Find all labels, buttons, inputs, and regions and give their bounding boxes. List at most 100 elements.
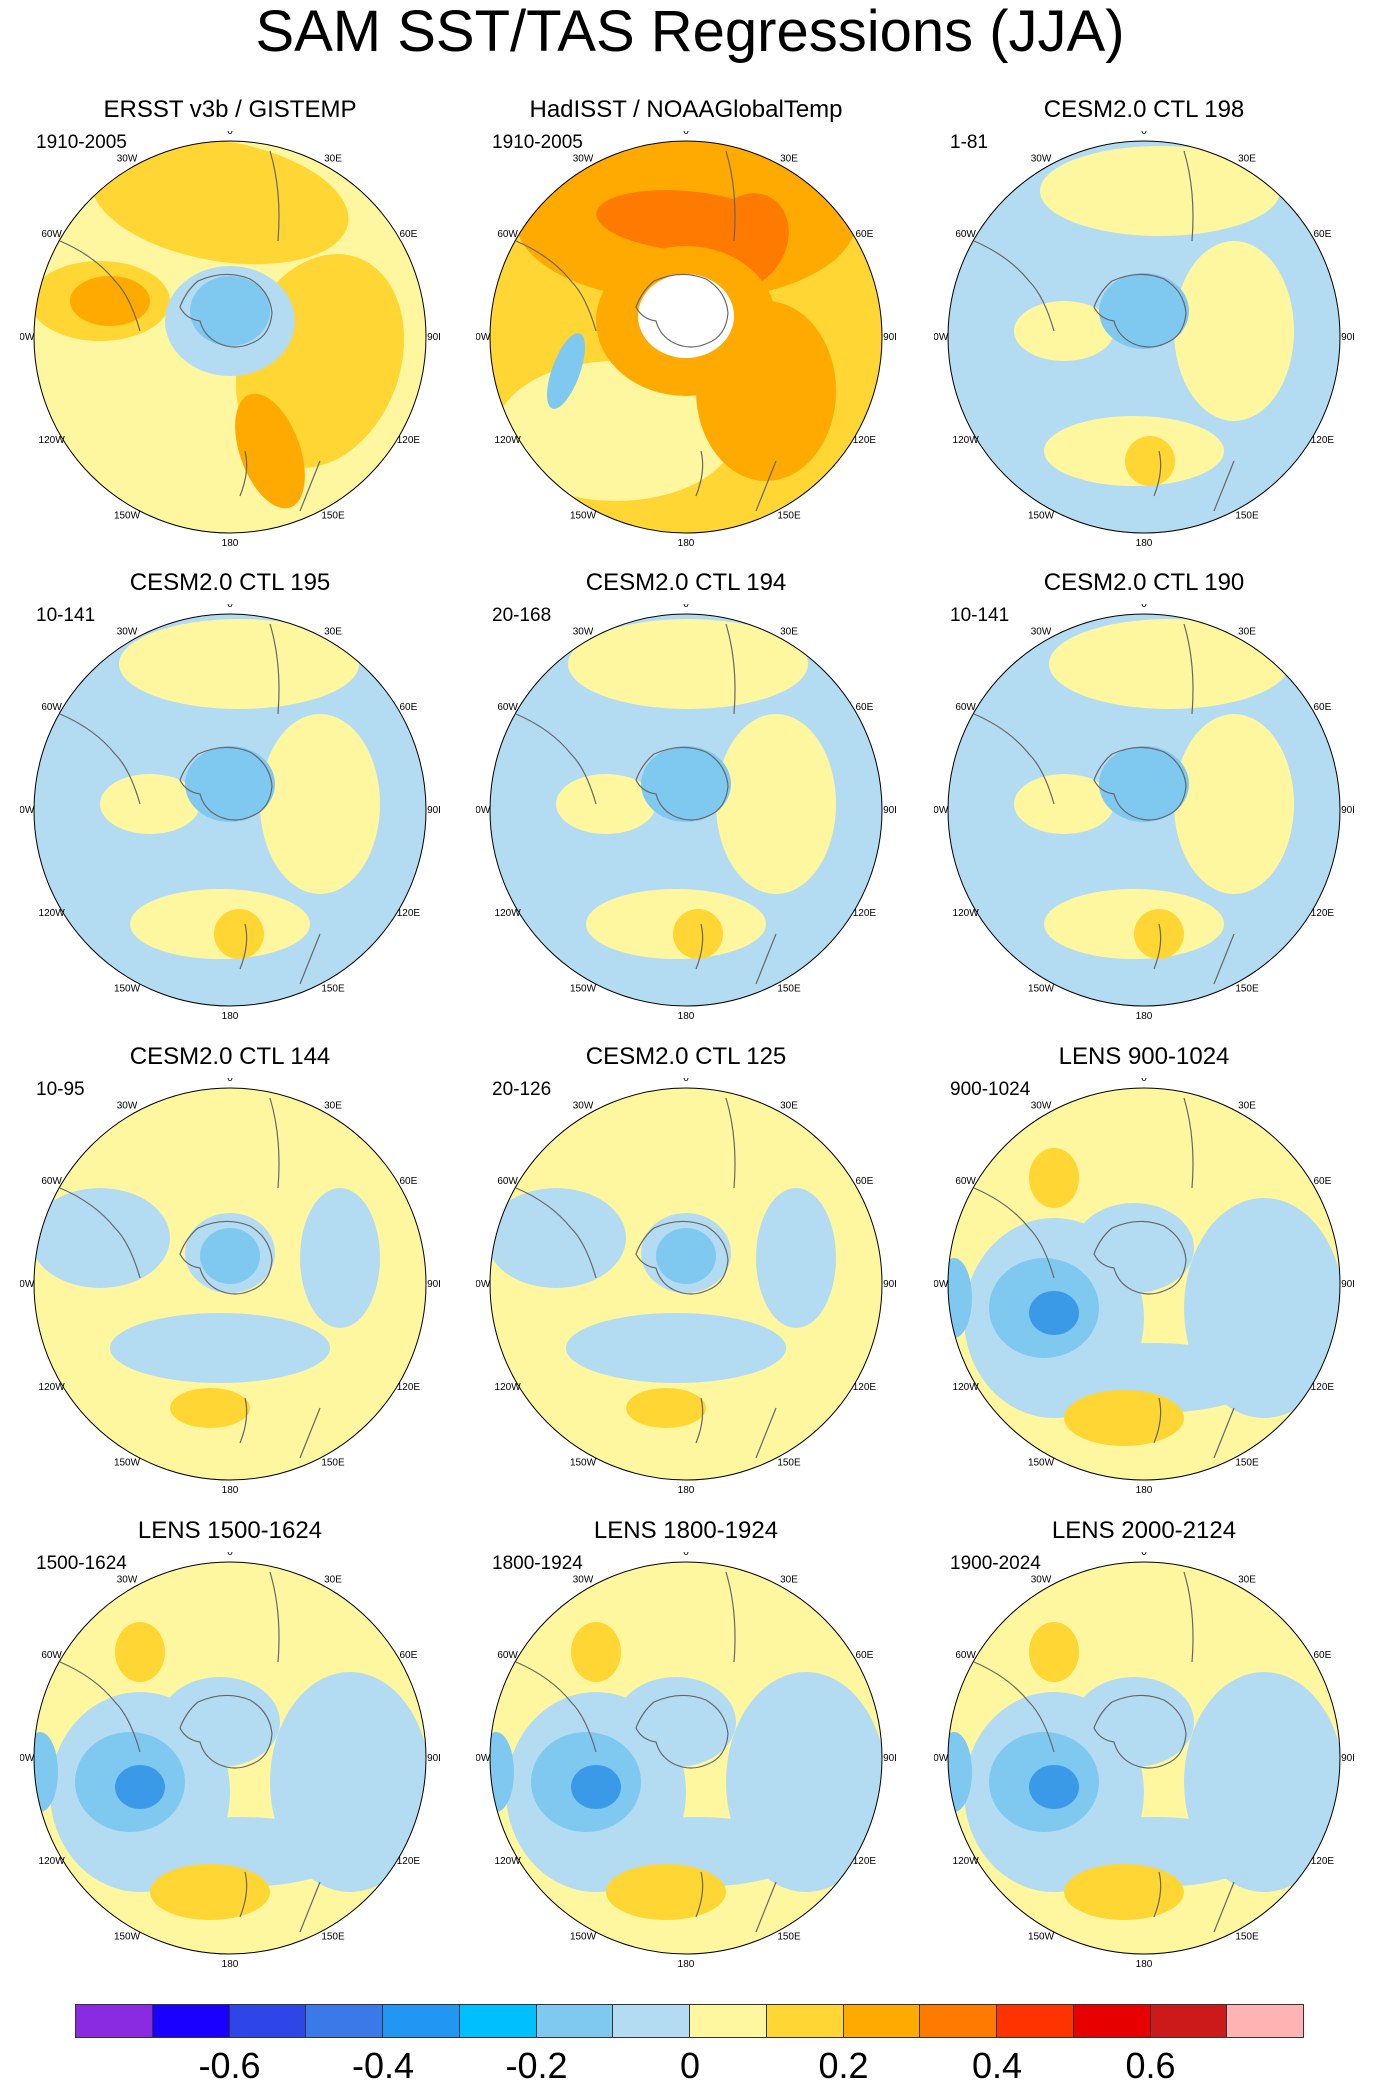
longitude-label: 60E — [856, 229, 874, 240]
longitude-label: 150W — [570, 1931, 597, 1942]
longitude-label: 30W — [117, 1101, 138, 1112]
longitude-label: 150E — [777, 1931, 801, 1942]
colorbar-swatch — [228, 2004, 307, 2038]
longitude-label: 150E — [321, 983, 345, 994]
longitude-label: 60E — [1314, 229, 1332, 240]
longitude-label: 90E — [883, 332, 896, 343]
anomaly-region — [185, 746, 275, 822]
panel-title: CESM2.0 CTL 190 — [1043, 569, 1245, 596]
panel-period: 1900-2024 — [950, 1553, 1041, 1574]
missing-data-region — [638, 274, 734, 358]
longitude-label: 0 — [227, 1078, 233, 1084]
longitude-label: 120E — [853, 1856, 877, 1867]
map-border — [947, 613, 1341, 1007]
colorbar-swatch — [382, 2004, 460, 2038]
longitude-label: 90E — [1341, 805, 1354, 816]
antarctica-coastline — [179, 746, 273, 821]
longitude-label: 60E — [400, 702, 418, 713]
antarctica-coastline — [1093, 273, 1187, 348]
anomaly-region — [616, 1677, 736, 1767]
anomaly-region — [115, 1622, 165, 1682]
anomaly-region — [656, 1228, 716, 1284]
longitude-label: 90E — [883, 805, 896, 816]
anomaly-region — [1099, 273, 1189, 349]
colorbar-tick-label: 0.2 — [818, 2045, 869, 2086]
new-zealand-coastline — [1153, 450, 1162, 497]
longitude-label: 150W — [1028, 983, 1055, 994]
antarctica-coastline — [1093, 746, 1187, 821]
australia-coastline — [1213, 1407, 1235, 1459]
map-panel: CESM2.0 CTL 190 0 30E 60E 90E 120E 150E 180 150W… — [934, 568, 1354, 1022]
longitude-label: 120W — [39, 1382, 66, 1393]
map-border — [33, 1561, 427, 1955]
anomaly-region — [1014, 774, 1114, 834]
map-field — [948, 1562, 1340, 1954]
longitude-label: 150E — [1235, 983, 1259, 994]
anomaly-region — [100, 774, 200, 834]
colorbar-swatch — [689, 2004, 767, 2038]
australia-coastline — [755, 1407, 777, 1459]
map-border — [33, 613, 427, 1007]
panel-title: ERSST v3b / GISTEMP — [103, 96, 357, 123]
anomaly-region — [571, 1622, 621, 1682]
antarctica-coastline — [635, 1220, 729, 1295]
africa-coastline — [1183, 150, 1194, 242]
map-field — [490, 141, 882, 533]
longitude-label: 180 — [1136, 538, 1153, 549]
map-field — [34, 141, 426, 533]
map-panel: CESM2.0 CTL 194 0 30E 60E 90E 120E 150E 180 150W… — [476, 568, 896, 1022]
new-zealand-coastline — [239, 923, 248, 970]
panel-title: CESM2.0 CTL 198 — [1043, 96, 1245, 123]
anomaly-region — [150, 1864, 270, 1920]
antarctica-coastline — [179, 273, 273, 348]
map-border — [947, 1087, 1341, 1481]
longitude-label: 30E — [324, 1101, 342, 1112]
longitude-label: 90W — [934, 332, 949, 343]
longitude-label: 90E — [427, 805, 440, 816]
anomaly-region — [70, 276, 150, 326]
map-panel: CESM2.0 CTL 195 0 30E 60E 90E 120E 150E 180 150W… — [20, 568, 440, 1022]
polar-map: 0 30E 60E 90E 120E 150E 180 150W 120W 90W 60W 30W — [934, 131, 1354, 549]
panel-period: 10-95 — [36, 1079, 85, 1100]
polar-map: 0 30E 60E 90E 120E 150E 180 150W 120W 90W 60W 30W — [934, 1552, 1354, 1970]
panel-title: LENS 1800-1924 — [593, 1517, 779, 1544]
anomaly-region — [1029, 1622, 1079, 1682]
colorbar-swatch — [75, 2004, 153, 2038]
map-panel: LENS 1800-1924 0 30E 60E 90E 120E 150E 180 150W 1… — [476, 1516, 896, 1970]
south-america-coastline — [973, 240, 1055, 332]
new-zealand-coastline — [239, 450, 248, 497]
longitude-label: 120E — [397, 1382, 421, 1393]
longitude-label: 120W — [953, 908, 980, 919]
colorbar-swatch — [1226, 2004, 1304, 2038]
longitude-label: 150E — [321, 510, 345, 521]
panel-title: HadISST / NOAAGlobalTemp — [529, 96, 843, 123]
new-zealand-coastline — [695, 1397, 704, 1444]
longitude-label: 30E — [324, 154, 342, 165]
antarctica-coastline — [179, 1694, 273, 1769]
longitude-label: 150E — [1235, 1457, 1259, 1468]
longitude-label: 60W — [41, 229, 62, 240]
longitude-label: 90E — [1341, 332, 1354, 343]
polar-map: 0 30E 60E 90E 120E 150E 180 150W 120W 90W 60W 30W — [20, 1552, 440, 1970]
anomaly-region — [214, 909, 264, 959]
map-panel: LENS 1500-1624 0 30E 60E 90E 120E 150E 180 150W 1… — [20, 1516, 440, 1970]
colorbar-swatch — [919, 2004, 997, 2038]
map-panel: LENS 900-1024 0 30E 60E 90E 120E 150E 180 150W 12… — [934, 1042, 1354, 1496]
colorbar-swatch — [842, 2004, 921, 2038]
longitude-label: 30W — [573, 627, 594, 638]
africa-coastline — [725, 623, 736, 715]
longitude-label: 120E — [853, 435, 877, 446]
longitude-label: 60E — [1314, 1176, 1332, 1187]
map-border — [489, 1561, 883, 1955]
longitude-label: 150E — [321, 1457, 345, 1468]
panel-title: CESM2.0 CTL 144 — [129, 1043, 331, 1070]
map-field — [34, 1562, 426, 1954]
map-border — [33, 140, 427, 534]
longitude-label: 150E — [777, 983, 801, 994]
south-america-coastline — [59, 1661, 141, 1753]
africa-coastline — [1183, 1097, 1194, 1189]
longitude-label: 120E — [1311, 1856, 1335, 1867]
longitude-label: 60W — [497, 229, 518, 240]
anomaly-region — [948, 1258, 972, 1338]
anomaly-region — [571, 1765, 621, 1809]
